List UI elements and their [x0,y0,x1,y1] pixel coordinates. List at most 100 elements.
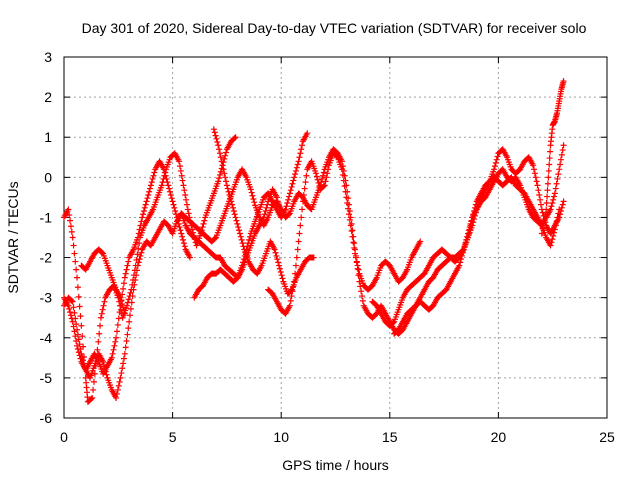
data-point [183,197,189,203]
data-point [172,208,178,214]
data-point [299,142,305,148]
data-point [493,160,499,166]
data-point [296,154,302,160]
data-point [181,187,187,193]
data-point [560,202,566,208]
data-point [110,351,116,357]
data-point [117,375,123,381]
data-point [249,190,255,196]
x-tick-label: 15 [382,429,398,445]
data-point [166,186,172,192]
data-point [275,259,281,265]
data-point [232,211,238,217]
data-point [123,344,129,350]
data-point [139,214,145,220]
data-point [286,194,292,200]
data-point [554,181,560,187]
chart-title: Day 301 of 2020, Sidereal Day-to-day VTE… [82,20,587,36]
y-tick-label: -3 [40,290,53,306]
data-point [177,227,183,233]
data-point [534,182,540,188]
data-point [120,286,126,292]
axis-ticks: 0 5 10 15 20 253210-1-2-3-4-5-6 [40,49,615,445]
data-point [299,206,305,212]
y-tick-label: 1 [44,129,52,145]
data-point [296,158,302,164]
series-track-9 [369,146,566,328]
data-point [358,288,364,294]
data-point [234,221,240,227]
data-point [77,303,83,309]
data-point [531,166,537,172]
data-point [356,267,362,273]
x-tick-label: 0 [60,429,68,445]
data-point [297,150,303,156]
data-point [553,186,559,192]
data-point [230,205,236,211]
data-point [224,182,230,188]
data-point [148,182,154,188]
data-point [115,322,121,328]
data-point [547,155,553,161]
data-point [280,275,286,281]
data-point [303,179,309,185]
data-point [180,182,186,188]
data-point [177,163,183,169]
data-point [72,259,78,265]
data-point [115,387,121,393]
data-point [555,171,561,177]
data-point [118,370,124,376]
data-point [142,205,148,211]
x-tick-label: 5 [169,429,177,445]
data-point [200,221,206,227]
data-point [164,179,170,185]
y-tick-label: -6 [40,410,53,426]
data-point [68,223,74,229]
data-point [292,171,298,177]
data-point [182,192,188,198]
data-point [165,182,171,188]
data-point [544,200,550,206]
data-point [251,199,257,205]
data-point [213,133,219,139]
data-point [114,328,120,334]
data-point [212,129,218,135]
data-point [178,230,184,236]
data-point [545,174,551,180]
data-point [532,170,538,176]
data-point [122,351,128,357]
data-point [147,186,153,192]
data-point [278,269,284,275]
data-point [360,298,366,304]
data-point [560,147,566,153]
data-point [121,356,127,362]
plot-frame [64,57,607,418]
data-point [561,198,567,204]
data-point [235,224,241,230]
x-tick-label: 10 [273,429,289,445]
data-point [250,193,256,199]
data-point [225,186,231,192]
data-point [67,218,73,224]
data-point [239,237,245,243]
data-point [120,360,126,366]
data-point [125,325,131,331]
data-point [302,186,308,192]
data-point [145,192,151,198]
data-point [116,383,122,389]
data-point [546,161,552,167]
data-point [74,275,80,281]
data-point [558,157,564,163]
data-point [279,272,285,278]
data-point [170,202,176,208]
data-point [180,178,186,184]
data-point [216,175,222,181]
data-point [75,284,81,290]
data-point [537,197,543,203]
data-point [143,202,149,208]
data-point [236,227,242,233]
data-point [240,243,246,249]
data-point [111,347,117,353]
data-point [492,163,498,169]
data-point [535,187,541,193]
